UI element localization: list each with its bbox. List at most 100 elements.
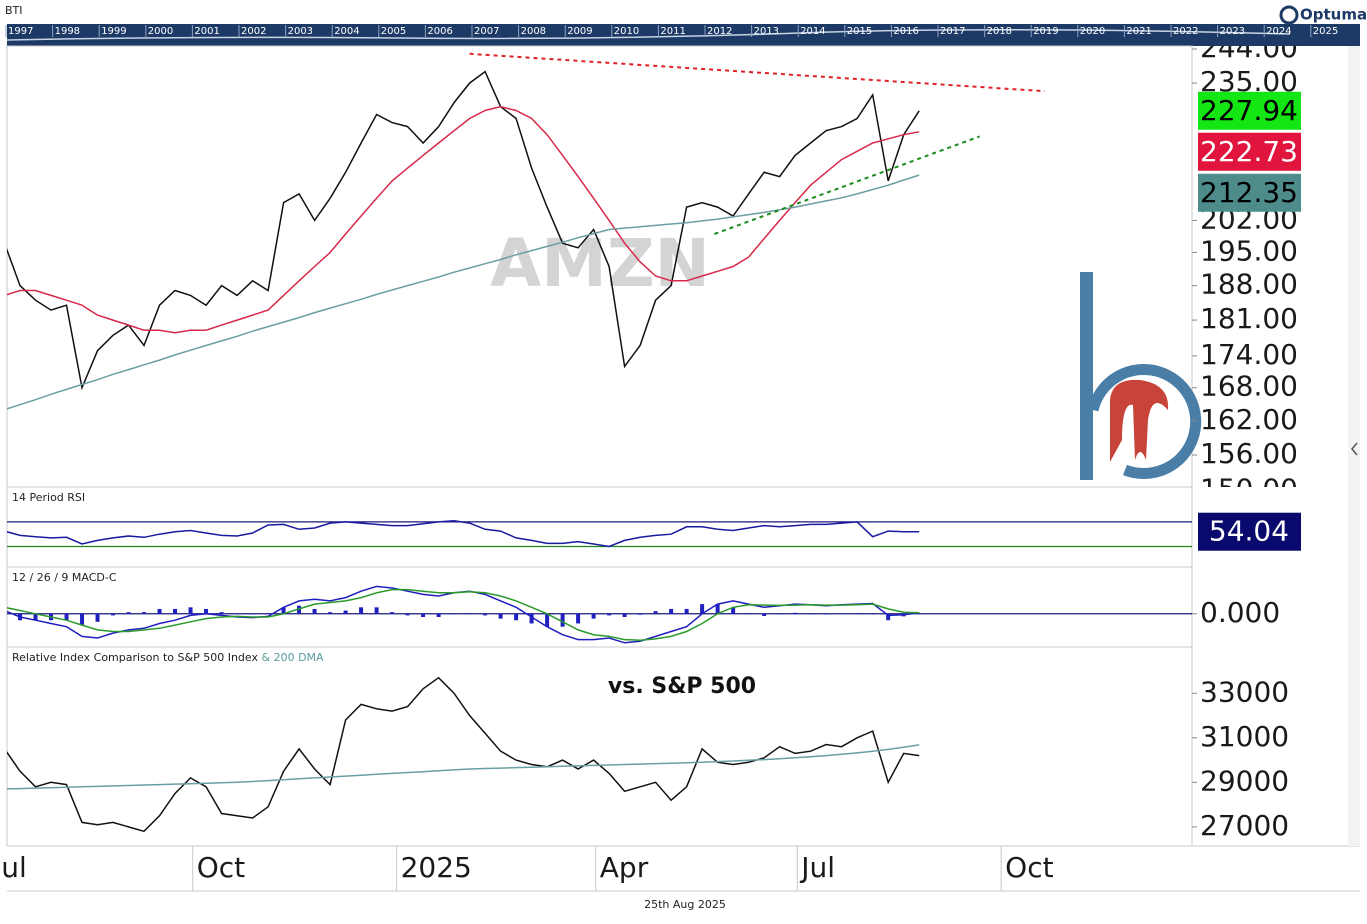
series-line [7, 519, 920, 548]
y-tick-label: 0.000 [1200, 596, 1280, 629]
navigator-year: 2020 [1080, 26, 1105, 37]
navigator-year: 2022 [1173, 26, 1198, 37]
last-value-box [1198, 512, 1301, 551]
histogram-bar [421, 613, 426, 617]
annotation: vs. S&P 500 [608, 674, 756, 699]
panel [7, 519, 1192, 548]
y-tick-label: 181.00 [1200, 302, 1298, 335]
histogram-bar [498, 613, 503, 619]
navigator-year: 2007 [474, 26, 499, 37]
navigator-year: 2003 [288, 26, 313, 37]
last-value-label: 222.73 [1200, 135, 1298, 168]
scroll-arrow[interactable] [1351, 442, 1358, 456]
navigator-year: 2012 [707, 26, 732, 37]
value-axis: 0.000 [1192, 596, 1280, 629]
x-tick-label: Apr [600, 851, 649, 884]
y-tick-label: 33000 [1200, 675, 1289, 708]
histogram-bar [173, 608, 178, 614]
histogram-bar [343, 610, 348, 614]
last-value-label: 212.35 [1200, 176, 1298, 209]
histogram-bar [607, 613, 612, 616]
series-line [7, 676, 920, 833]
y-tick-label: 174.00 [1200, 338, 1298, 371]
histogram-bar [777, 613, 782, 615]
histogram-bar [560, 613, 565, 627]
navigator-year: 2017 [940, 26, 965, 37]
trendline [714, 135, 980, 235]
last-value-box [1198, 91, 1301, 130]
x-tick-label: 2025 [401, 851, 472, 884]
navigator-year: 2024 [1266, 26, 1291, 37]
histogram-bar [266, 613, 271, 614]
histogram-bar [886, 613, 891, 621]
last-value-box [1198, 173, 1301, 212]
histogram-bar [622, 613, 627, 617]
series-line [7, 588, 920, 641]
last-value-box [1198, 132, 1301, 171]
y-tick-label: 31000 [1200, 720, 1289, 753]
histogram-bar [855, 613, 860, 614]
trendline [469, 52, 1045, 93]
brand-watermark-logo [1080, 272, 1202, 480]
panel-title-text: 12 / 26 / 9 MACD-C [12, 571, 117, 584]
x-tick-label: Oct [1005, 851, 1053, 884]
histogram-bar [545, 613, 550, 627]
navigator-year: 2006 [427, 26, 452, 37]
navigator-year: 1998 [55, 26, 80, 37]
histogram-bar [576, 613, 581, 624]
y-tick-label: 162.00 [1200, 403, 1298, 436]
series-line [7, 105, 920, 334]
histogram-bar [870, 613, 875, 614]
series-line [7, 744, 920, 790]
y-tick-label: 27000 [1200, 809, 1289, 842]
panel-subtitle: & 200 DMA [262, 651, 325, 664]
watermark: AMZN [490, 225, 710, 302]
histogram-bar [219, 612, 224, 614]
y-tick-label: 188.00 [1200, 268, 1298, 301]
histogram-bar [157, 608, 162, 614]
navigator-year: 2015 [847, 26, 872, 37]
panel-title: 12 / 26 / 9 MACD-C [12, 571, 117, 584]
histogram-bar [591, 613, 596, 619]
histogram-bar [483, 613, 488, 616]
histogram-bar [142, 612, 147, 614]
value-axis: 27000 29000 31000 33000 [1192, 675, 1289, 842]
navigator-year: 2025 [1313, 26, 1338, 37]
value-axis: 244.00235.00202.00195.00188.00181.00174.… [1192, 31, 1301, 487]
panel [7, 676, 920, 833]
brand: Optuma [1300, 6, 1367, 24]
histogram-bar [793, 612, 798, 614]
histogram-bar [762, 613, 767, 617]
histogram-bar [715, 604, 720, 614]
histogram-bar [529, 613, 534, 624]
histogram-bar [452, 613, 457, 615]
x-tick-label: Jul [799, 851, 835, 884]
histogram-bar [514, 613, 519, 621]
histogram-bar [359, 607, 364, 614]
histogram-bar [390, 612, 395, 614]
histogram-bar [731, 607, 736, 614]
histogram-bar [467, 613, 472, 614]
histogram-bar [684, 608, 689, 614]
navigator-year: 2013 [754, 26, 779, 37]
histogram-bar [374, 607, 379, 614]
histogram-bar [746, 613, 751, 614]
navigator-year: 2014 [800, 26, 825, 37]
y-tick-label: 168.00 [1200, 370, 1298, 403]
histogram-bar [312, 608, 317, 614]
navigator-year: 1997 [8, 26, 33, 37]
panel: AMZN [7, 70, 920, 410]
histogram-bar [328, 612, 333, 614]
navigator-year: 2018 [987, 26, 1012, 37]
y-tick-label: 156.00 [1200, 437, 1298, 470]
navigator-year: 2004 [334, 26, 359, 37]
histogram-bar [669, 608, 674, 614]
histogram-bar [33, 613, 38, 621]
y-tick-label: 244.00 [1200, 31, 1298, 64]
navigator-year: 1999 [101, 26, 126, 37]
histogram-bar [824, 613, 829, 615]
panel-title-text: Relative Index Comparison to S&P 500 Ind… [12, 651, 258, 664]
histogram-bar [95, 613, 100, 622]
